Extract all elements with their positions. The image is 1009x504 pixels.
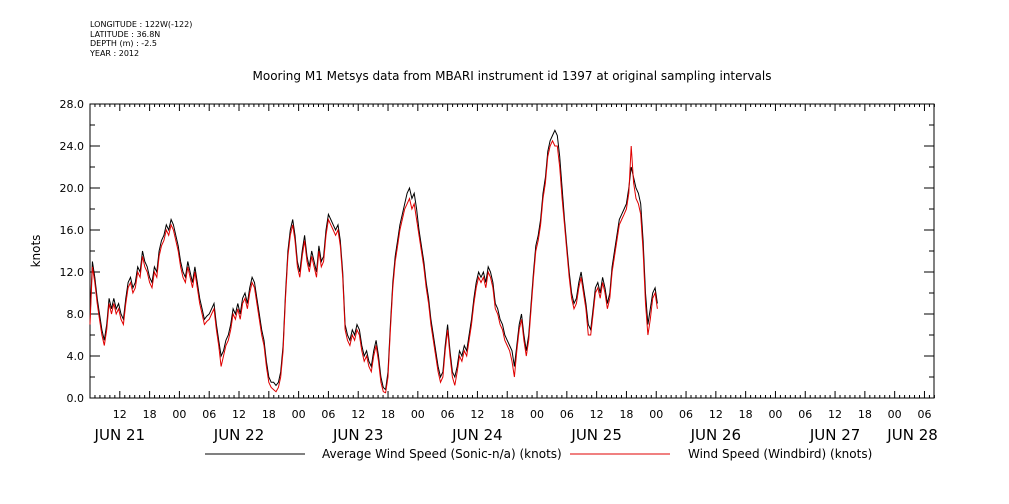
y-axis-label: knots (29, 235, 43, 268)
axes: 0.0 4.0 8.0 12.0 16.0 20.0 24.0 28.0 12 18 00 06 12 1… (60, 98, 938, 444)
y-tick-label: 12.0 (60, 266, 85, 279)
y-tick-label: 4.0 (67, 350, 85, 363)
x-hour-label: 18 (739, 408, 753, 421)
longitude-label: LONGITUDE : 122W(-122) (90, 20, 193, 29)
x-hour-label: 18 (619, 408, 633, 421)
x-hour-label: 00 (411, 408, 425, 421)
x-hour-label: 12 (232, 408, 246, 421)
legend-label-average: Average Wind Speed (Sonic-n/a) (knots) (322, 447, 562, 461)
x-hour-label: 12 (590, 408, 604, 421)
x-hour-label: 00 (888, 408, 902, 421)
y-tick-label: 0.0 (67, 392, 85, 405)
x-hour-label: 06 (798, 408, 812, 421)
metadata-block: LONGITUDE : 122W(-122) LATITUDE : 36.8N … (90, 20, 192, 58)
y-tick-label: 16.0 (60, 224, 85, 237)
legend-label-windbird: Wind Speed (Windbird) (knots) (688, 447, 872, 461)
x-hour-label: 00 (292, 408, 306, 421)
x-hour-label: 12 (828, 408, 842, 421)
x-hour-label: 00 (649, 408, 663, 421)
x-day-label: JUN 26 (690, 426, 741, 444)
x-day-label: JUN 23 (332, 426, 383, 444)
depth-label: DEPTH (m) : -2.5 (90, 39, 157, 48)
series-line-average-wind-speed (89, 129, 658, 391)
x-hour-label: 18 (381, 408, 395, 421)
x-hour-label: 00 (172, 408, 186, 421)
x-hour-label: 06 (202, 408, 216, 421)
year-label: YEAR : 2012 (90, 48, 140, 58)
x-day-label: JUN 25 (570, 426, 621, 444)
x-day-label: JUN 22 (213, 426, 264, 444)
x-hour-label: 12 (351, 408, 365, 421)
x-hour-label: 12 (709, 408, 723, 421)
x-hour-label: 06 (441, 408, 455, 421)
y-tick-label: 20.0 (60, 182, 85, 195)
x-hour-label: 06 (679, 408, 693, 421)
y-tick-label: 28.0 (60, 98, 85, 111)
x-day-label: JUN 24 (451, 426, 502, 444)
x-day-label: JUN 28 (886, 426, 937, 444)
x-hour-label: 06 (917, 408, 931, 421)
series-line-windbird-wind-speed (89, 139, 658, 394)
x-hour-label: 00 (530, 408, 544, 421)
x-day-label: JUN 27 (809, 426, 860, 444)
x-day-label: JUN 21 (94, 426, 145, 444)
legend: Average Wind Speed (Sonic-n/a) (knots) W… (205, 447, 872, 461)
x-hour-label: 18 (858, 408, 872, 421)
x-hour-label: 06 (321, 408, 335, 421)
x-hour-label: 18 (500, 408, 514, 421)
x-hour-label: 18 (262, 408, 276, 421)
x-hour-label: 12 (470, 408, 484, 421)
chart-title: Mooring M1 Metsys data from MBARI instru… (253, 69, 772, 83)
x-hour-label: 12 (113, 408, 127, 421)
y-tick-label: 24.0 (60, 140, 85, 153)
x-hour-label: 18 (143, 408, 157, 421)
y-tick-label: 8.0 (67, 308, 85, 321)
series-layer (89, 129, 658, 394)
x-hour-label: 06 (560, 408, 574, 421)
x-hour-label: 00 (768, 408, 782, 421)
latitude-label: LATITUDE : 36.8N (90, 29, 161, 39)
